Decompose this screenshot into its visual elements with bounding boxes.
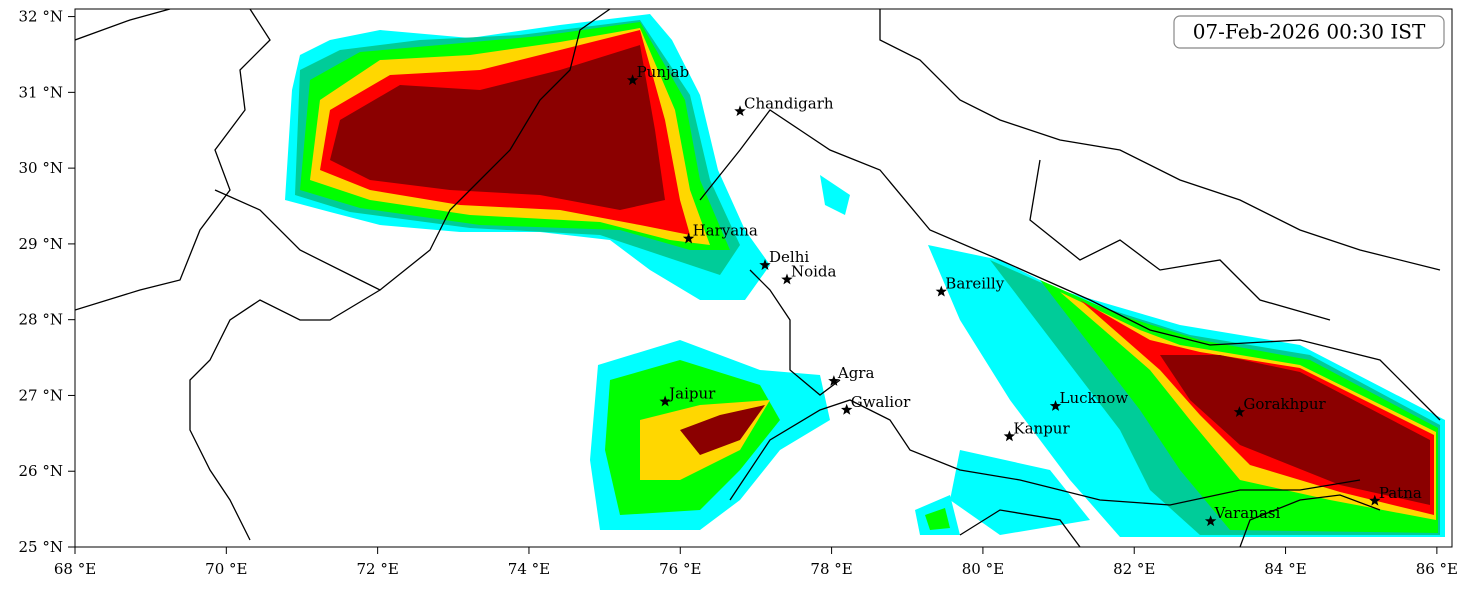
city-label: Kanpur <box>1013 419 1070 437</box>
y-tick-label: 28 °N <box>19 311 63 329</box>
y-tick-label: 26 °N <box>19 462 63 480</box>
city-marker <box>734 105 746 117</box>
city-marker <box>1204 515 1217 527</box>
city-label: Lucknow <box>1060 389 1129 407</box>
x-tick-label: 76 °E <box>659 560 701 578</box>
city-label: Haryana <box>693 222 758 240</box>
borders <box>75 9 1441 547</box>
y-tick-label: 29 °N <box>19 235 63 253</box>
y-tick-label: 25 °N <box>19 538 63 556</box>
city-marker <box>1003 430 1016 442</box>
city-label: Punjab <box>637 63 690 81</box>
x-tick-label: 84 °E <box>1264 560 1306 578</box>
city-label: Bareilly <box>945 275 1004 293</box>
x-tick-label: 68 °E <box>54 560 96 578</box>
y-tick-label: 32 °N <box>19 8 63 26</box>
x-tick-label: 72 °E <box>356 560 398 578</box>
city-label: Noida <box>791 263 837 281</box>
city-marker <box>682 232 695 244</box>
x-tick-label: 86 °E <box>1416 560 1458 578</box>
x-tick-label: 80 °E <box>962 560 1004 578</box>
city-marker <box>935 285 947 297</box>
city-marker <box>1369 494 1381 506</box>
city-label: Varanasi <box>1214 504 1281 522</box>
city-label: Chandigarh <box>744 94 834 112</box>
x-tick-label: 78 °E <box>810 560 852 578</box>
city-marker <box>828 375 840 386</box>
timestamp-box: 07-Feb-2026 00:30 IST <box>1173 15 1445 49</box>
city-label: Agra <box>837 364 875 382</box>
city-marker <box>1233 406 1246 417</box>
city-label: Patna <box>1379 484 1422 502</box>
city-marker <box>841 403 853 415</box>
city-label: Jaipur <box>667 385 716 403</box>
city-marker <box>759 259 771 270</box>
map-frame <box>74 8 1453 548</box>
city-marker <box>781 273 793 285</box>
city-label: Gorakhpur <box>1243 395 1326 413</box>
x-tick-label: 82 °E <box>1113 560 1155 578</box>
city-label: Gwalior <box>851 393 911 411</box>
y-tick-label: 30 °N <box>19 159 63 177</box>
precipitation-layer <box>285 14 1445 537</box>
city-label: Delhi <box>769 248 809 266</box>
y-tick-label: 27 °N <box>19 386 63 404</box>
timestamp-frame <box>1173 15 1445 49</box>
y-tick-label: 31 °N <box>19 83 63 101</box>
x-tick-label: 74 °E <box>508 560 550 578</box>
x-tick-label: 70 °E <box>205 560 247 578</box>
timestamp: 07-Feb-2026 00:30 IST <box>1193 20 1426 44</box>
city-marker <box>626 74 639 86</box>
city-marker <box>1049 400 1062 411</box>
city-marker <box>659 395 671 407</box>
